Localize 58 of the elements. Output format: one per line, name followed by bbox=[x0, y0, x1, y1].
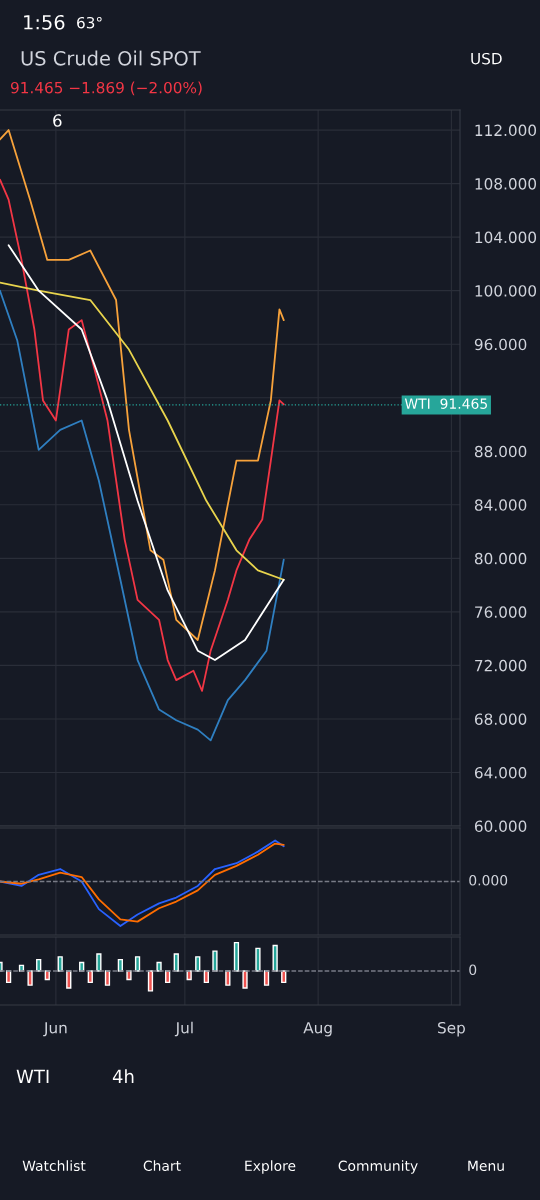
ref-line-label: WTI 91.465 bbox=[404, 398, 487, 409]
line-series bbox=[0, 129, 285, 641]
annotation: 6 bbox=[53, 114, 62, 127]
text: Chart bbox=[143, 1160, 181, 1172]
text: 4h bbox=[112, 1069, 134, 1083]
y-tick-label: 84.000 bbox=[474, 499, 527, 511]
bar bbox=[126, 970, 132, 981]
bar bbox=[272, 944, 278, 972]
y-tick-label: 64.000 bbox=[474, 766, 527, 779]
line-series bbox=[0, 289, 285, 742]
y-tick-label: 112.000 bbox=[475, 124, 537, 137]
bar bbox=[195, 956, 201, 972]
text: Community bbox=[338, 1160, 418, 1174]
line-series bbox=[0, 178, 285, 692]
bar bbox=[233, 941, 240, 972]
y-tick-label: 76.000 bbox=[475, 606, 527, 618]
y-tick-label: 80.000 bbox=[474, 552, 527, 565]
bar bbox=[147, 970, 154, 992]
line-series bbox=[0, 281, 285, 581]
chart-title: US Crude Oil SPOT bbox=[21, 50, 201, 66]
ref-line-label: 0 bbox=[469, 964, 477, 976]
bar bbox=[203, 970, 209, 984]
text: USD bbox=[471, 52, 502, 65]
bar bbox=[27, 970, 33, 986]
y-tick-label: 108.000 bbox=[475, 178, 537, 190]
y-tick-label: 104.000 bbox=[475, 231, 537, 244]
x-tick-label: Sep bbox=[438, 1021, 465, 1037]
bar bbox=[96, 953, 102, 972]
x-tick-label: Aug bbox=[303, 1022, 332, 1037]
y-tick-label: 72.000 bbox=[475, 659, 527, 672]
y-tick-label: 60.000 bbox=[474, 820, 527, 833]
bar bbox=[263, 970, 270, 986]
bar bbox=[104, 970, 111, 986]
x-tick-label: Jun bbox=[43, 1022, 67, 1037]
x-tick-label: Jul bbox=[174, 1021, 193, 1037]
text: Menu bbox=[468, 1160, 504, 1172]
bar bbox=[134, 956, 141, 972]
bar bbox=[66, 970, 72, 989]
bar bbox=[255, 947, 261, 972]
bar bbox=[5, 970, 12, 984]
y-tick-label: 96.000 bbox=[474, 338, 527, 351]
text: 63° bbox=[77, 16, 102, 29]
text: Watchlist bbox=[22, 1160, 86, 1172]
bar bbox=[87, 970, 93, 984]
text: Explore bbox=[245, 1160, 296, 1174]
y-tick-label: 68.000 bbox=[474, 713, 527, 725]
bar bbox=[173, 953, 179, 972]
text: 1:56 bbox=[24, 14, 65, 30]
text: WTI bbox=[16, 1069, 49, 1083]
bar bbox=[225, 970, 231, 986]
y-tick-label: 100.000 bbox=[475, 285, 537, 297]
y-tick-label: 88.000 bbox=[474, 445, 527, 458]
bar bbox=[57, 956, 63, 972]
line-series bbox=[7, 244, 285, 661]
bar bbox=[242, 970, 248, 989]
chart-subtitle: 91.465 −1.869 (−2.00%) bbox=[10, 81, 202, 96]
ref-line-label: 0.000 bbox=[469, 875, 508, 886]
bar bbox=[212, 950, 218, 972]
